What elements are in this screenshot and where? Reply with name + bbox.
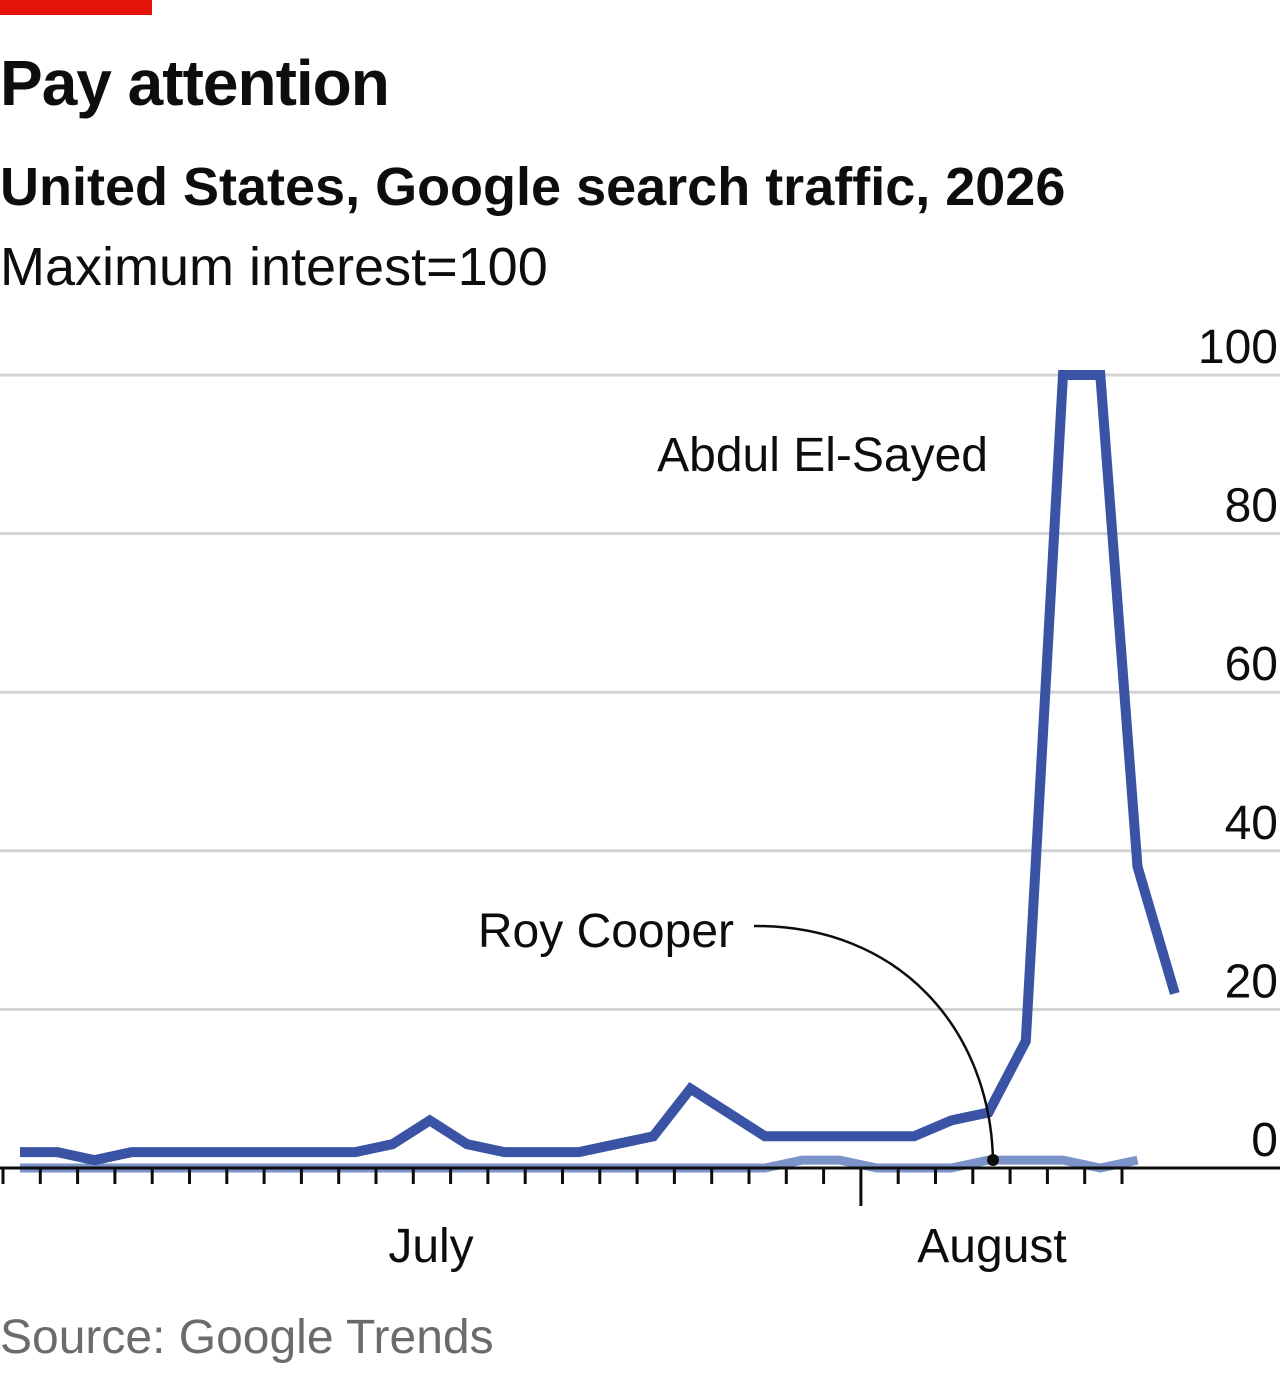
y-tick-label-100: 100 (1198, 321, 1278, 374)
chart-unit-label: Maximum interest=100 (0, 237, 548, 297)
annotations: Abdul El-Sayed Roy Cooper (478, 429, 999, 1166)
x-tick-label-august: August (917, 1220, 1066, 1273)
x-axis-labels: July August (388, 1220, 1066, 1273)
roy-cooper-leader-dot (987, 1154, 999, 1166)
y-tick-label-80: 80 (1225, 480, 1278, 533)
x-tick-label-july: July (388, 1220, 473, 1273)
y-tick-label-40: 40 (1225, 797, 1278, 850)
chart-title: Pay attention (0, 47, 390, 119)
x-axis (0, 1166, 1280, 1206)
brand-red-bar (0, 0, 152, 15)
source-note: Source: Google Trends (0, 1311, 494, 1364)
y-tick-label-0: 0 (1251, 1114, 1278, 1167)
roy-cooper-leader-line (753, 924, 995, 1161)
chart-subtitle: United States, Google search traffic, 20… (0, 157, 1066, 217)
series-line-abdul-el-sayed (20, 370, 1180, 1166)
series-label-roy-cooper: Roy Cooper (478, 905, 734, 958)
y-tick-label-20: 20 (1225, 955, 1278, 1008)
y-axis-ticks: 0 20 40 60 80 100 (1198, 321, 1278, 1167)
series-lines (20, 370, 1180, 1173)
series-label-abdul-el-sayed: Abdul El-Sayed (657, 429, 988, 482)
y-tick-label-60: 60 (1225, 638, 1278, 691)
